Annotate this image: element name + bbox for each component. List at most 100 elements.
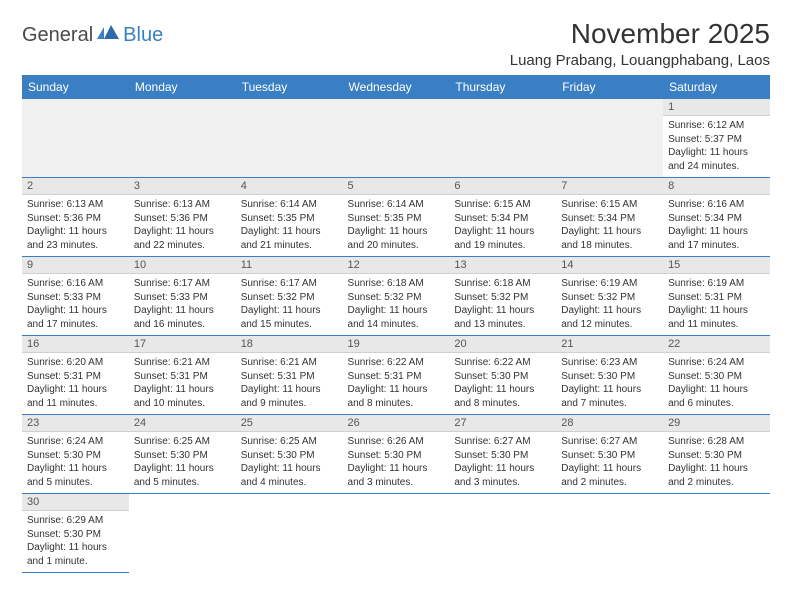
day-info: Sunrise: 6:29 AMSunset: 5:30 PMDaylight:… <box>22 511 129 572</box>
calendar-row: 2Sunrise: 6:13 AMSunset: 5:36 PMDaylight… <box>22 178 770 257</box>
calendar-cell <box>236 494 343 573</box>
calendar-cell: 24Sunrise: 6:25 AMSunset: 5:30 PMDayligh… <box>129 415 236 494</box>
calendar-cell: 26Sunrise: 6:26 AMSunset: 5:30 PMDayligh… <box>343 415 450 494</box>
day-number: 19 <box>343 336 450 353</box>
day-info: Sunrise: 6:18 AMSunset: 5:32 PMDaylight:… <box>343 274 450 335</box>
calendar-body: 1Sunrise: 6:12 AMSunset: 5:37 PMDaylight… <box>22 99 770 573</box>
day-info: Sunrise: 6:26 AMSunset: 5:30 PMDaylight:… <box>343 432 450 493</box>
day-number: 12 <box>343 257 450 274</box>
day-info: Sunrise: 6:15 AMSunset: 5:34 PMDaylight:… <box>449 195 556 256</box>
day-info: Sunrise: 6:22 AMSunset: 5:31 PMDaylight:… <box>343 353 450 414</box>
calendar-cell <box>343 99 450 178</box>
logo: General Blue <box>22 24 163 47</box>
calendar-cell: 22Sunrise: 6:24 AMSunset: 5:30 PMDayligh… <box>663 336 770 415</box>
day-number: 30 <box>22 494 129 511</box>
day-info: Sunrise: 6:21 AMSunset: 5:31 PMDaylight:… <box>236 353 343 414</box>
calendar-cell: 25Sunrise: 6:25 AMSunset: 5:30 PMDayligh… <box>236 415 343 494</box>
day-info: Sunrise: 6:25 AMSunset: 5:30 PMDaylight:… <box>236 432 343 493</box>
day-info: Sunrise: 6:16 AMSunset: 5:33 PMDaylight:… <box>22 274 129 335</box>
location: Luang Prabang, Louangphabang, Laos <box>510 52 770 69</box>
calendar-table: SundayMondayTuesdayWednesdayThursdayFrid… <box>22 75 770 573</box>
calendar-cell: 16Sunrise: 6:20 AMSunset: 5:31 PMDayligh… <box>22 336 129 415</box>
calendar-cell: 27Sunrise: 6:27 AMSunset: 5:30 PMDayligh… <box>449 415 556 494</box>
calendar-cell: 12Sunrise: 6:18 AMSunset: 5:32 PMDayligh… <box>343 257 450 336</box>
day-number: 21 <box>556 336 663 353</box>
calendar-cell <box>663 494 770 573</box>
day-info: Sunrise: 6:28 AMSunset: 5:30 PMDaylight:… <box>663 432 770 493</box>
day-number: 16 <box>22 336 129 353</box>
calendar-row: 1Sunrise: 6:12 AMSunset: 5:37 PMDaylight… <box>22 99 770 178</box>
calendar-row: 23Sunrise: 6:24 AMSunset: 5:30 PMDayligh… <box>22 415 770 494</box>
day-info: Sunrise: 6:20 AMSunset: 5:31 PMDaylight:… <box>22 353 129 414</box>
calendar-cell: 29Sunrise: 6:28 AMSunset: 5:30 PMDayligh… <box>663 415 770 494</box>
day-info: Sunrise: 6:25 AMSunset: 5:30 PMDaylight:… <box>129 432 236 493</box>
day-number: 24 <box>129 415 236 432</box>
calendar-cell: 6Sunrise: 6:15 AMSunset: 5:34 PMDaylight… <box>449 178 556 257</box>
calendar-header: SundayMondayTuesdayWednesdayThursdayFrid… <box>22 75 770 99</box>
calendar-row: 9Sunrise: 6:16 AMSunset: 5:33 PMDaylight… <box>22 257 770 336</box>
calendar-cell <box>556 99 663 178</box>
day-number: 2 <box>22 178 129 195</box>
day-number: 11 <box>236 257 343 274</box>
day-number: 25 <box>236 415 343 432</box>
day-number: 6 <box>449 178 556 195</box>
calendar-cell: 30Sunrise: 6:29 AMSunset: 5:30 PMDayligh… <box>22 494 129 573</box>
day-info: Sunrise: 6:23 AMSunset: 5:30 PMDaylight:… <box>556 353 663 414</box>
day-number: 9 <box>22 257 129 274</box>
day-info: Sunrise: 6:24 AMSunset: 5:30 PMDaylight:… <box>663 353 770 414</box>
day-info: Sunrise: 6:18 AMSunset: 5:32 PMDaylight:… <box>449 274 556 335</box>
calendar-cell: 3Sunrise: 6:13 AMSunset: 5:36 PMDaylight… <box>129 178 236 257</box>
calendar-cell: 1Sunrise: 6:12 AMSunset: 5:37 PMDaylight… <box>663 99 770 178</box>
day-info: Sunrise: 6:21 AMSunset: 5:31 PMDaylight:… <box>129 353 236 414</box>
day-info: Sunrise: 6:27 AMSunset: 5:30 PMDaylight:… <box>449 432 556 493</box>
calendar-row: 16Sunrise: 6:20 AMSunset: 5:31 PMDayligh… <box>22 336 770 415</box>
weekday-header: Monday <box>129 75 236 99</box>
calendar-cell: 21Sunrise: 6:23 AMSunset: 5:30 PMDayligh… <box>556 336 663 415</box>
day-info: Sunrise: 6:14 AMSunset: 5:35 PMDaylight:… <box>236 195 343 256</box>
day-number: 27 <box>449 415 556 432</box>
calendar-cell: 23Sunrise: 6:24 AMSunset: 5:30 PMDayligh… <box>22 415 129 494</box>
day-number: 1 <box>663 99 770 116</box>
calendar-cell <box>129 99 236 178</box>
day-info: Sunrise: 6:24 AMSunset: 5:30 PMDaylight:… <box>22 432 129 493</box>
title-block: November 2025 Luang Prabang, Louangphaba… <box>510 18 770 69</box>
day-number: 4 <box>236 178 343 195</box>
calendar-cell: 2Sunrise: 6:13 AMSunset: 5:36 PMDaylight… <box>22 178 129 257</box>
calendar-cell: 10Sunrise: 6:17 AMSunset: 5:33 PMDayligh… <box>129 257 236 336</box>
calendar-cell: 4Sunrise: 6:14 AMSunset: 5:35 PMDaylight… <box>236 178 343 257</box>
day-number: 26 <box>343 415 450 432</box>
day-info: Sunrise: 6:19 AMSunset: 5:32 PMDaylight:… <box>556 274 663 335</box>
calendar-cell: 8Sunrise: 6:16 AMSunset: 5:34 PMDaylight… <box>663 178 770 257</box>
calendar-cell: 18Sunrise: 6:21 AMSunset: 5:31 PMDayligh… <box>236 336 343 415</box>
day-number: 14 <box>556 257 663 274</box>
day-info: Sunrise: 6:22 AMSunset: 5:30 PMDaylight:… <box>449 353 556 414</box>
calendar-cell: 13Sunrise: 6:18 AMSunset: 5:32 PMDayligh… <box>449 257 556 336</box>
day-info: Sunrise: 6:12 AMSunset: 5:37 PMDaylight:… <box>663 116 770 177</box>
calendar-cell: 14Sunrise: 6:19 AMSunset: 5:32 PMDayligh… <box>556 257 663 336</box>
weekday-header: Tuesday <box>236 75 343 99</box>
day-number: 17 <box>129 336 236 353</box>
day-info: Sunrise: 6:15 AMSunset: 5:34 PMDaylight:… <box>556 195 663 256</box>
day-number: 23 <box>22 415 129 432</box>
calendar-cell: 5Sunrise: 6:14 AMSunset: 5:35 PMDaylight… <box>343 178 450 257</box>
flag-icon <box>97 25 119 46</box>
day-number: 22 <box>663 336 770 353</box>
day-number: 20 <box>449 336 556 353</box>
day-info: Sunrise: 6:13 AMSunset: 5:36 PMDaylight:… <box>129 195 236 256</box>
page-header: General Blue November 2025 Luang Prabang… <box>22 18 770 69</box>
day-info: Sunrise: 6:19 AMSunset: 5:31 PMDaylight:… <box>663 274 770 335</box>
day-number: 10 <box>129 257 236 274</box>
day-number: 15 <box>663 257 770 274</box>
calendar-cell <box>556 494 663 573</box>
calendar-cell <box>236 99 343 178</box>
weekday-header: Friday <box>556 75 663 99</box>
logo-text-blue: Blue <box>123 24 163 47</box>
calendar-cell <box>129 494 236 573</box>
calendar-cell: 19Sunrise: 6:22 AMSunset: 5:31 PMDayligh… <box>343 336 450 415</box>
weekday-header: Wednesday <box>343 75 450 99</box>
day-info: Sunrise: 6:14 AMSunset: 5:35 PMDaylight:… <box>343 195 450 256</box>
day-number: 28 <box>556 415 663 432</box>
calendar-cell: 17Sunrise: 6:21 AMSunset: 5:31 PMDayligh… <box>129 336 236 415</box>
weekday-header: Thursday <box>449 75 556 99</box>
calendar-cell: 7Sunrise: 6:15 AMSunset: 5:34 PMDaylight… <box>556 178 663 257</box>
